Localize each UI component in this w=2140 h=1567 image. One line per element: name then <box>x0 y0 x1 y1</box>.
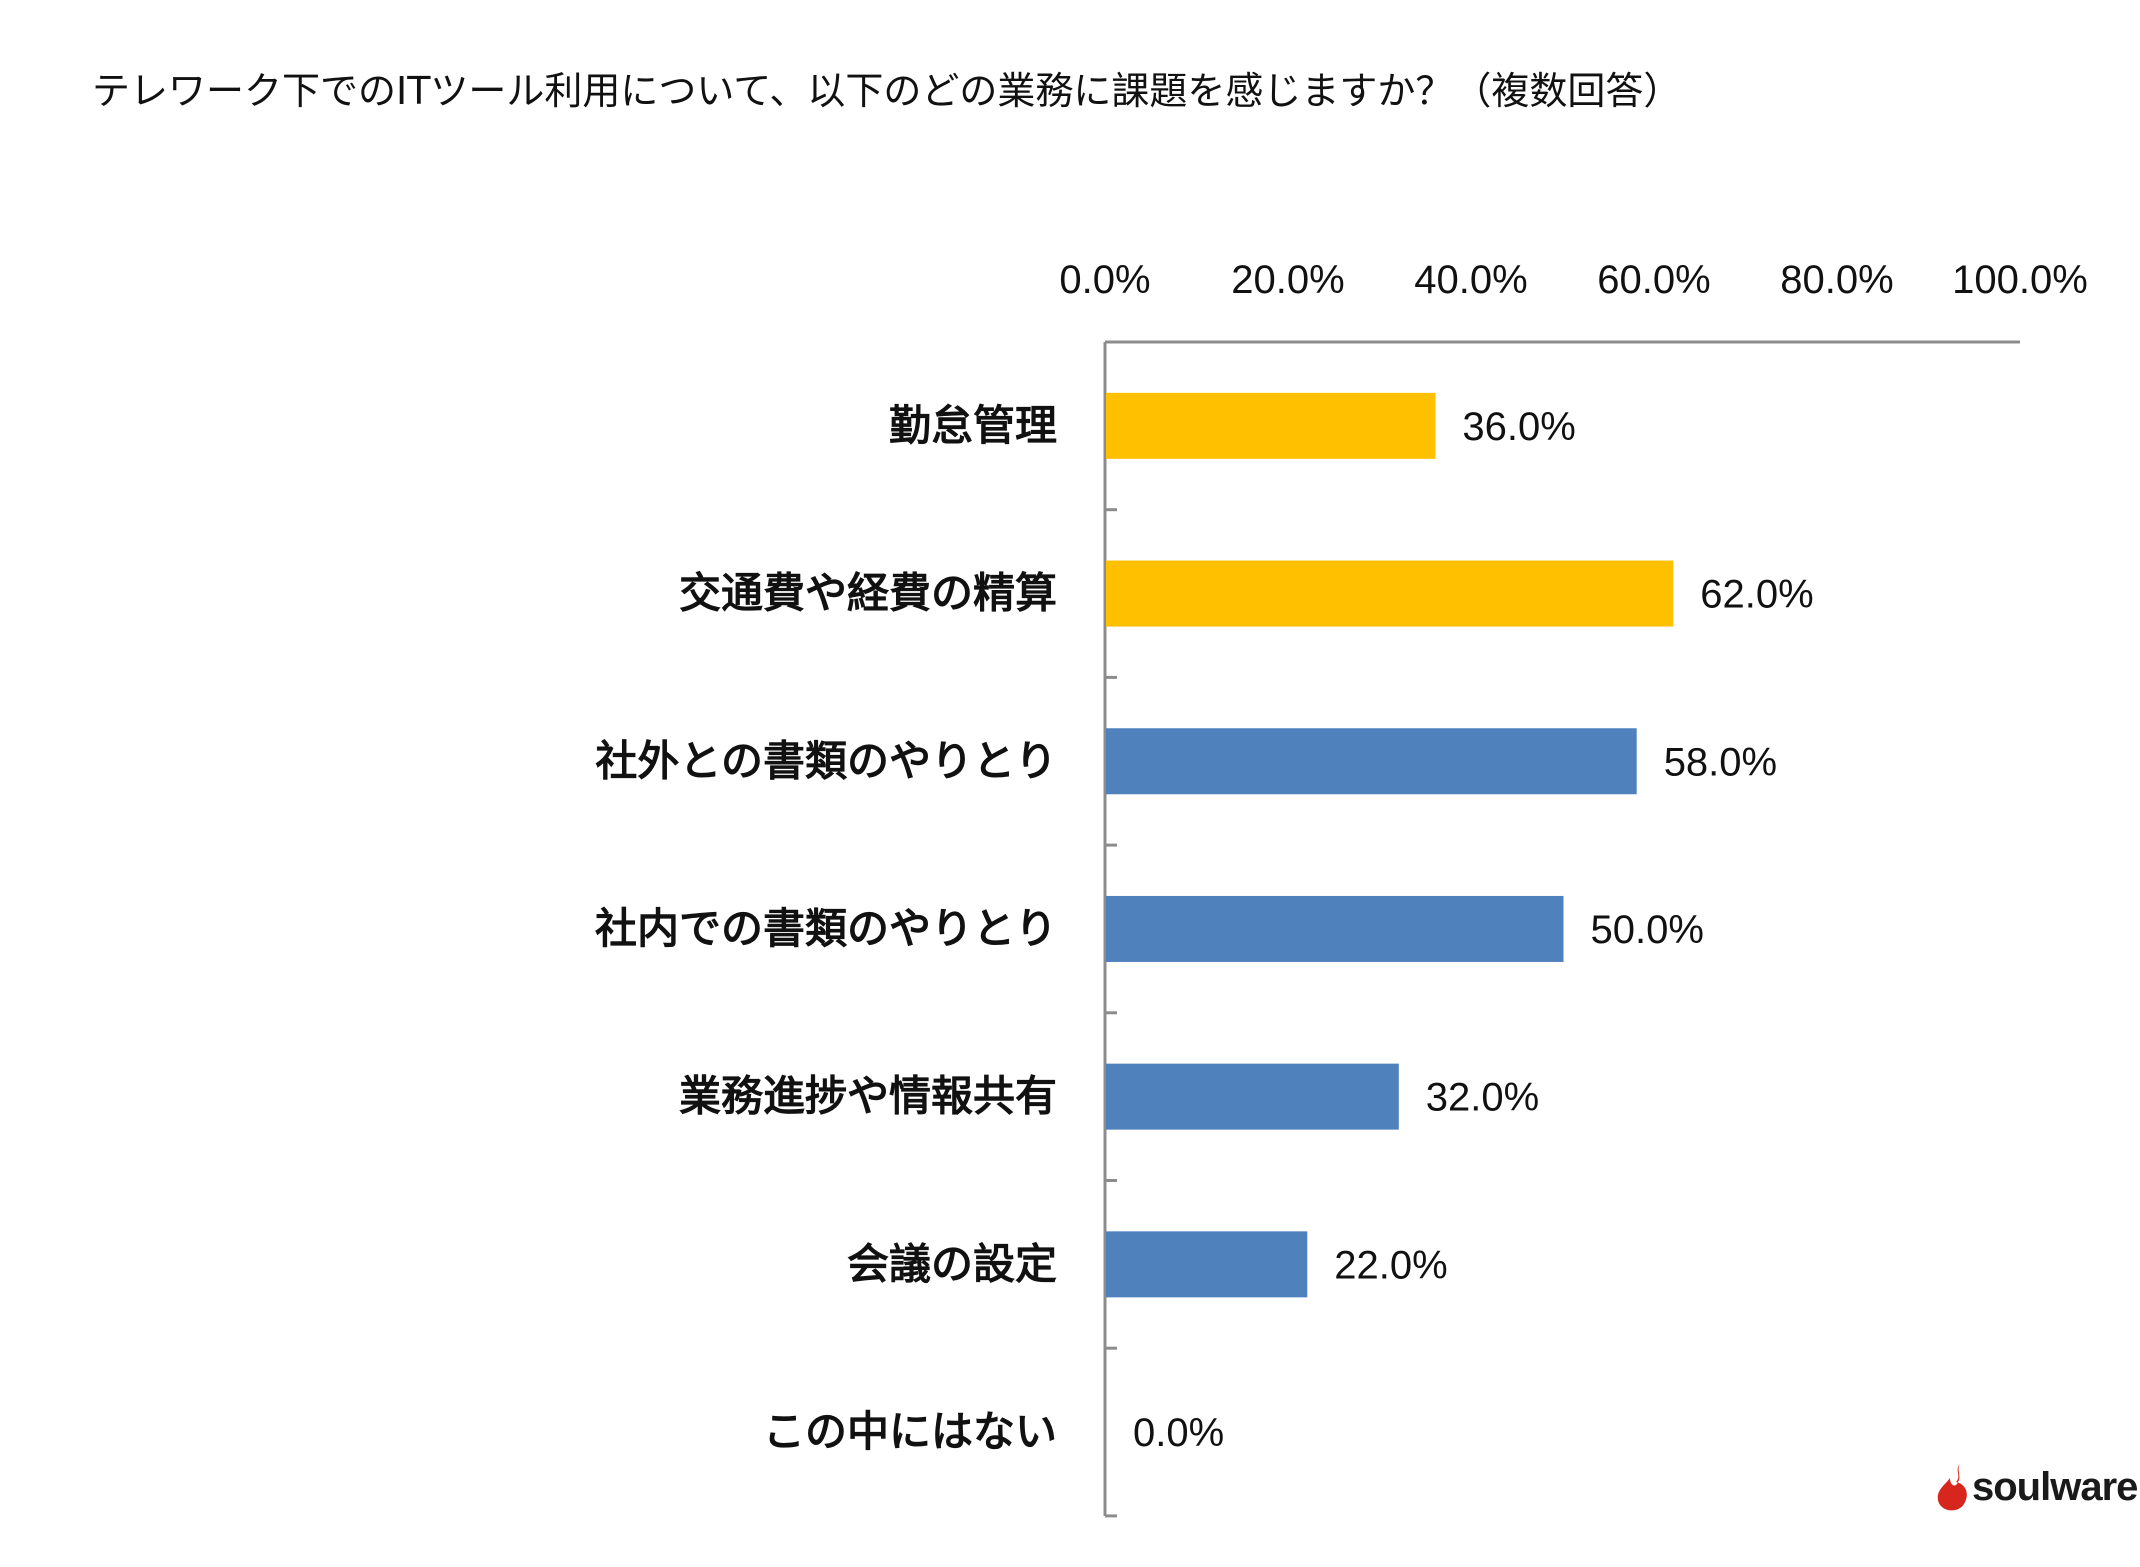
data-label: 36.0% <box>1462 405 1575 449</box>
x-tick-label: 20.0% <box>1231 258 1344 302</box>
bar <box>1106 392 1436 459</box>
data-label: 22.0% <box>1334 1243 1447 1287</box>
data-label: 50.0% <box>1591 908 1704 952</box>
category-label: 会議の設定 <box>847 1239 1057 1288</box>
category-label: 勤怠管理 <box>889 401 1057 450</box>
bar <box>1106 728 1637 795</box>
x-tick-label: 40.0% <box>1414 258 1527 302</box>
category-label: 業務進捗や情報共有 <box>679 1072 1057 1121</box>
logo-text: soulware. <box>1972 1464 2140 1509</box>
data-label: 32.0% <box>1426 1076 1539 1120</box>
chart-title: テレワーク下でのITツール利用について、以下のどの業務に課題を感じますか？（複数… <box>92 69 1682 113</box>
bar <box>1106 560 1674 627</box>
data-label: 58.0% <box>1664 740 1777 784</box>
category-label: 社内での書類のやりとり <box>595 904 1057 953</box>
category-label: この中にはない <box>763 1407 1057 1456</box>
soulware-logo: soulware. <box>1936 1462 2140 1512</box>
axis-layer <box>1103 340 2020 1518</box>
data-label: 62.0% <box>1700 573 1813 617</box>
category-label: 社外との書類のやりとり <box>595 736 1057 785</box>
bar <box>1106 895 1564 962</box>
bar-layer <box>1106 392 1674 1298</box>
category-label: 交通費や経費の精算 <box>679 569 1057 618</box>
x-tick-label: 0.0% <box>1059 258 1150 302</box>
x-tick-label: 60.0% <box>1597 258 1710 302</box>
bar <box>1106 1231 1308 1298</box>
flame-shape <box>1937 1464 1967 1511</box>
data-label: 0.0% <box>1133 1411 1224 1455</box>
label-layer: 0.0% 20.0% 40.0% 60.0% 80.0% 100.0% 勤怠管理 36.0% 交… <box>595 258 2088 1456</box>
x-tick-label: 80.0% <box>1780 258 1893 302</box>
flame-logo-icon <box>1937 1464 1967 1511</box>
bar <box>1106 1063 1399 1130</box>
x-tick-label: 100.0% <box>1952 258 2088 302</box>
